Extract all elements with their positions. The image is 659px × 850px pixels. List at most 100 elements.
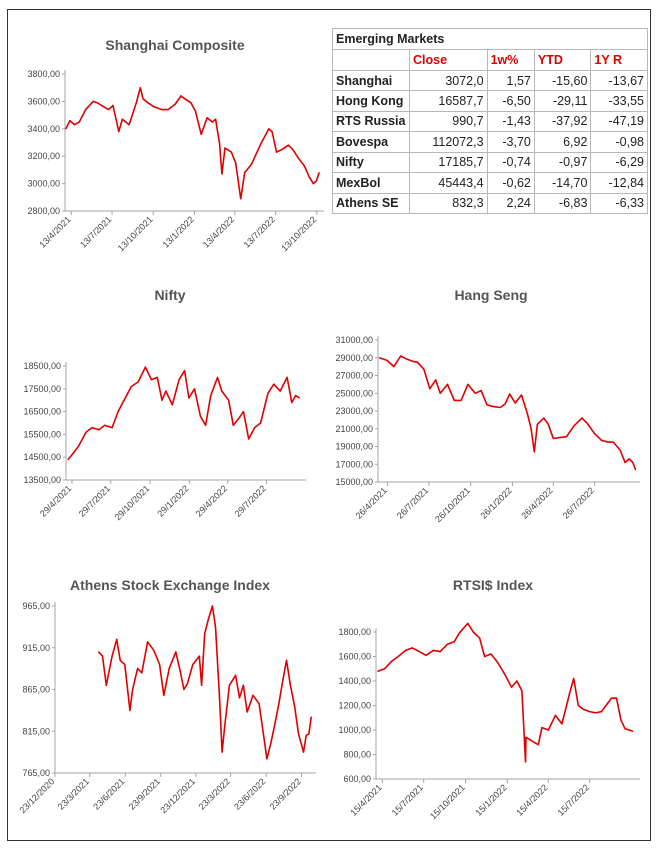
nifty-chart: Nifty 13500,00 14500,00 15500,00 16500,00 175…: [23, 287, 306, 522]
x-tick-label: 23/3/2021: [56, 776, 91, 811]
data-point: [273, 383, 275, 385]
data-point: [378, 357, 380, 359]
row-ytd: -15,60: [533, 69, 592, 92]
data-point: [184, 370, 186, 372]
table-row: Hong Kong 16587,7 -6,50 -29,11 -33,55: [332, 90, 648, 112]
data-point: [163, 694, 165, 696]
x-tick-label: 13/1/2022: [161, 214, 196, 249]
data-point: [246, 711, 248, 713]
row-ytd: 6,92: [533, 131, 592, 153]
data-point: [573, 425, 575, 427]
data-point: [260, 422, 262, 424]
data-point: [238, 417, 240, 419]
data-point: [244, 172, 246, 174]
data-point: [262, 730, 264, 732]
data-point: [142, 98, 144, 100]
data-point: [467, 622, 469, 624]
data-point: [281, 148, 283, 150]
row-name: Athens SE: [332, 192, 410, 215]
data-point: [610, 697, 613, 699]
shanghai-composite-chart: Shanghai Composite 2800,00 3000,00 3200,00 3…: [27, 37, 324, 253]
data-point: [628, 729, 630, 731]
y-tick-label: 21000,00: [335, 424, 373, 434]
data-point: [168, 668, 170, 670]
data-point: [600, 711, 603, 713]
data-point: [554, 714, 557, 716]
data-point: [179, 669, 181, 671]
data-point: [561, 723, 563, 725]
data-point: [605, 704, 607, 707]
data-point: [121, 118, 123, 120]
data-point: [124, 397, 126, 399]
data-point: [486, 404, 488, 406]
x-tick-label: 26/4/2021: [354, 485, 389, 520]
data-point: [277, 705, 279, 707]
x-tick-label: 26/7/2021: [395, 485, 430, 520]
data-point: [312, 183, 314, 185]
data-point: [242, 684, 244, 686]
data-point: [91, 427, 93, 429]
data-point: [533, 741, 535, 743]
chart-title: Hang Seng: [454, 287, 527, 303]
data-point: [267, 392, 269, 394]
data-point: [552, 437, 554, 440]
data-point: [208, 617, 210, 620]
data-point: [147, 102, 149, 104]
row-1w: -3,70: [486, 131, 535, 153]
row-1w: -0,74: [486, 151, 535, 174]
data-point: [543, 417, 545, 419]
data-point: [390, 660, 393, 662]
data-point: [107, 109, 110, 111]
data-point: [275, 151, 278, 153]
x-tick-label: 29/7/2021: [77, 483, 112, 518]
data-point: [453, 641, 455, 643]
row-1y: -12,84: [590, 172, 648, 194]
data-point: [137, 668, 139, 670]
data-point: [497, 662, 499, 664]
data-point: [559, 437, 561, 439]
data-point: [308, 733, 310, 735]
y-tick-label: 600,00: [343, 774, 371, 784]
row-name: MexBol: [332, 172, 410, 194]
row-1w: -1,43: [486, 110, 535, 133]
row-1y: -6,33: [590, 192, 648, 215]
data-point: [69, 120, 71, 122]
data-point: [537, 744, 539, 746]
data-point: [432, 649, 434, 651]
data-point: [254, 427, 256, 429]
y-tick-label: 13500,00: [23, 475, 61, 485]
data-point: [533, 451, 535, 453]
data-point: [480, 390, 482, 392]
data-point: [586, 422, 588, 424]
x-tick-label: 29/7/2022: [233, 483, 268, 518]
header-1w: 1w%: [486, 49, 535, 71]
data-point: [582, 708, 584, 710]
row-1y: -33,55: [590, 90, 648, 112]
data-point: [153, 649, 155, 651]
data-point: [492, 406, 494, 408]
header-blank: [332, 49, 410, 71]
data-point: [266, 758, 268, 760]
data-point: [141, 672, 143, 674]
data-point: [232, 424, 234, 426]
x-tick-label: 15/4/2021: [348, 782, 383, 817]
data-point: [85, 109, 87, 111]
data-point: [78, 445, 80, 447]
row-ytd: -29,11: [533, 90, 592, 112]
data-point: [524, 761, 527, 763]
data-point: [423, 368, 425, 370]
data-point: [193, 388, 196, 390]
data-point: [536, 423, 538, 425]
data-point: [101, 655, 104, 657]
x-tick-label: 23/9/2022: [268, 776, 303, 811]
data-point: [594, 712, 597, 714]
chart-title: Athens Stock Exchange Index: [70, 577, 270, 593]
y-tick-label: 25000,00: [335, 388, 373, 398]
data-point: [132, 688, 134, 691]
data-point: [271, 130, 273, 133]
data-point: [504, 674, 506, 676]
data-point: [516, 680, 518, 682]
data-point: [159, 663, 161, 666]
y-tick-label: 1200,00: [338, 701, 371, 711]
data-point: [221, 390, 223, 392]
